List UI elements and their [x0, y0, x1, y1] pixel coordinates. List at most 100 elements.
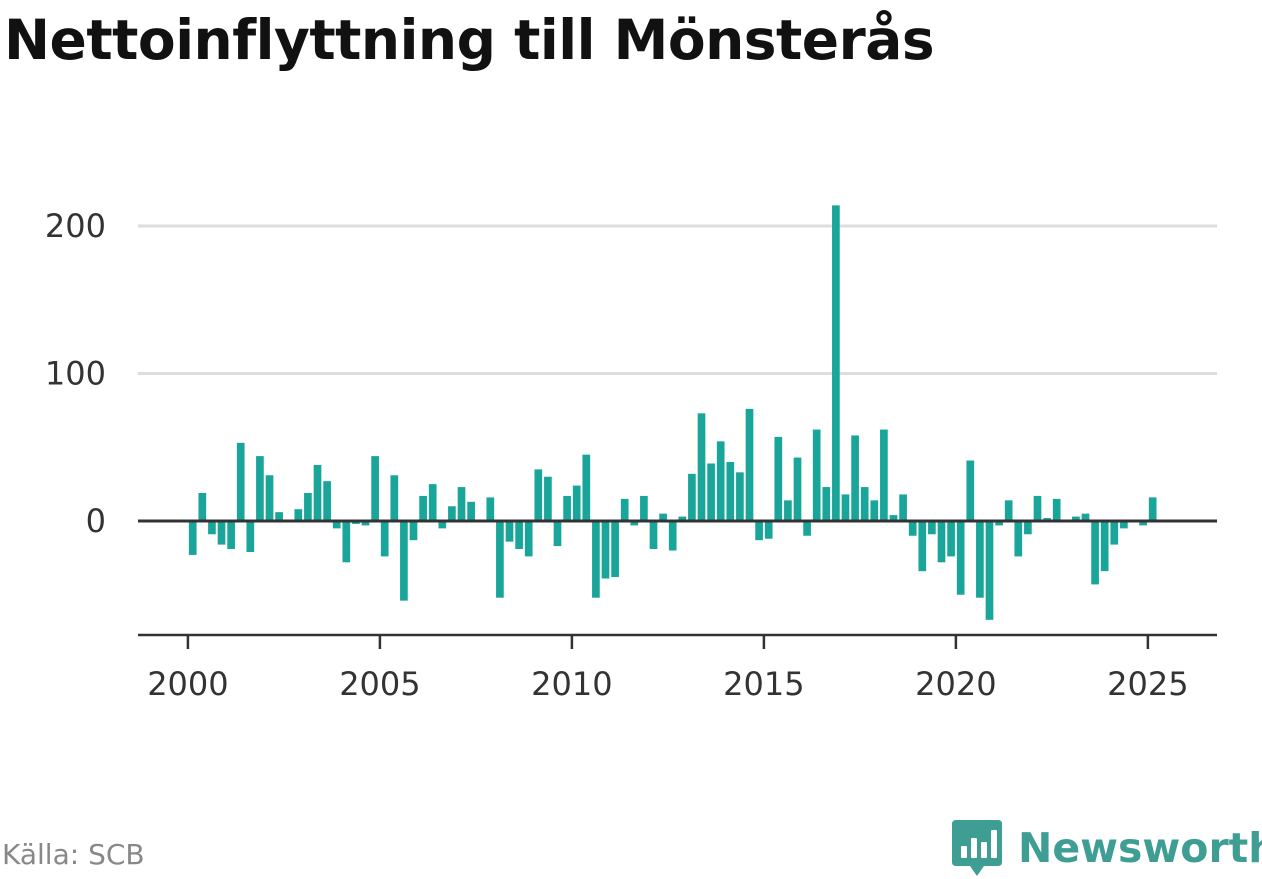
bar [851, 435, 859, 521]
chart-title: Nettoinflyttning till Mönsterås [4, 8, 935, 72]
bar [236, 442, 245, 521]
bar [371, 456, 379, 521]
bar [505, 521, 514, 542]
bar [1139, 521, 1147, 526]
bar [688, 473, 696, 521]
bar [928, 521, 936, 535]
bar [726, 462, 735, 521]
bar [486, 497, 495, 521]
bar [361, 521, 370, 526]
bar [956, 521, 965, 595]
bar [908, 521, 917, 536]
bar [764, 521, 773, 539]
bar [563, 495, 571, 521]
bar [899, 494, 907, 521]
bar [918, 521, 927, 572]
bar [544, 476, 552, 521]
x-tick-label: 2010 [531, 665, 612, 703]
bar [678, 516, 687, 521]
bar [1091, 521, 1099, 585]
bar [707, 463, 715, 521]
bar [428, 484, 437, 522]
bar [1004, 500, 1013, 521]
bar [937, 521, 946, 563]
newsworthy-logo-icon [952, 820, 1002, 876]
axes [138, 519, 1217, 649]
brand-logo: Newsworthy [950, 818, 1262, 878]
bar [1081, 513, 1090, 522]
bar [524, 521, 533, 557]
bar [755, 521, 763, 541]
bar [995, 521, 1003, 526]
bar [457, 487, 466, 521]
bar [323, 481, 331, 521]
bar [332, 521, 341, 529]
brand-name: Newsworthy [1018, 824, 1262, 872]
bar [265, 475, 274, 521]
bar [409, 521, 418, 541]
bar [304, 492, 312, 521]
bar [880, 429, 888, 521]
bar [601, 521, 610, 579]
bar [246, 521, 255, 552]
x-tick-label: 2005 [339, 665, 420, 703]
bar [611, 521, 619, 578]
bar [1120, 521, 1128, 529]
x-tick-label: 2015 [723, 665, 804, 703]
bar [1014, 521, 1023, 557]
bar [870, 500, 879, 521]
bar [582, 454, 591, 522]
bar [659, 513, 667, 522]
bar [803, 521, 811, 536]
bar [217, 521, 226, 545]
bar [774, 436, 783, 521]
bar [630, 521, 639, 526]
bar [985, 521, 994, 620]
bar [976, 521, 984, 598]
bar [400, 521, 408, 601]
bar [620, 498, 629, 522]
bar [275, 512, 283, 521]
bar [736, 472, 744, 521]
bar [294, 509, 303, 521]
bar [515, 521, 523, 550]
bar [592, 521, 600, 598]
bar [572, 485, 581, 521]
bar [812, 429, 821, 521]
bar [793, 457, 802, 521]
bar [496, 521, 504, 598]
bar [841, 494, 850, 521]
y-tick-label: 200 [45, 207, 106, 245]
bar [227, 521, 235, 550]
bar [668, 521, 677, 551]
bar [1148, 497, 1157, 521]
bar [342, 521, 351, 563]
bar [1052, 498, 1061, 522]
bar [1100, 521, 1109, 572]
bar [716, 441, 725, 521]
bar [832, 205, 840, 521]
bar [889, 515, 898, 521]
bar [966, 460, 975, 521]
gridlines [138, 224, 1217, 375]
bar [380, 521, 389, 557]
y-tick-labels: 0 100 200 [45, 207, 106, 540]
x-tick-label: 2020 [915, 665, 996, 703]
bar [745, 408, 754, 521]
y-tick-label: 100 [45, 355, 106, 393]
bar [419, 495, 427, 521]
bar [1033, 495, 1042, 521]
bar [1072, 516, 1080, 521]
bar [188, 521, 197, 555]
bar [467, 501, 475, 521]
source-label: Källa: SCB [2, 838, 145, 871]
bar [1024, 521, 1032, 535]
bar [198, 492, 207, 521]
bar [448, 506, 456, 521]
bar [860, 487, 869, 521]
bar [313, 464, 322, 521]
bar [640, 495, 648, 521]
bar [553, 521, 562, 547]
bar [534, 469, 543, 522]
